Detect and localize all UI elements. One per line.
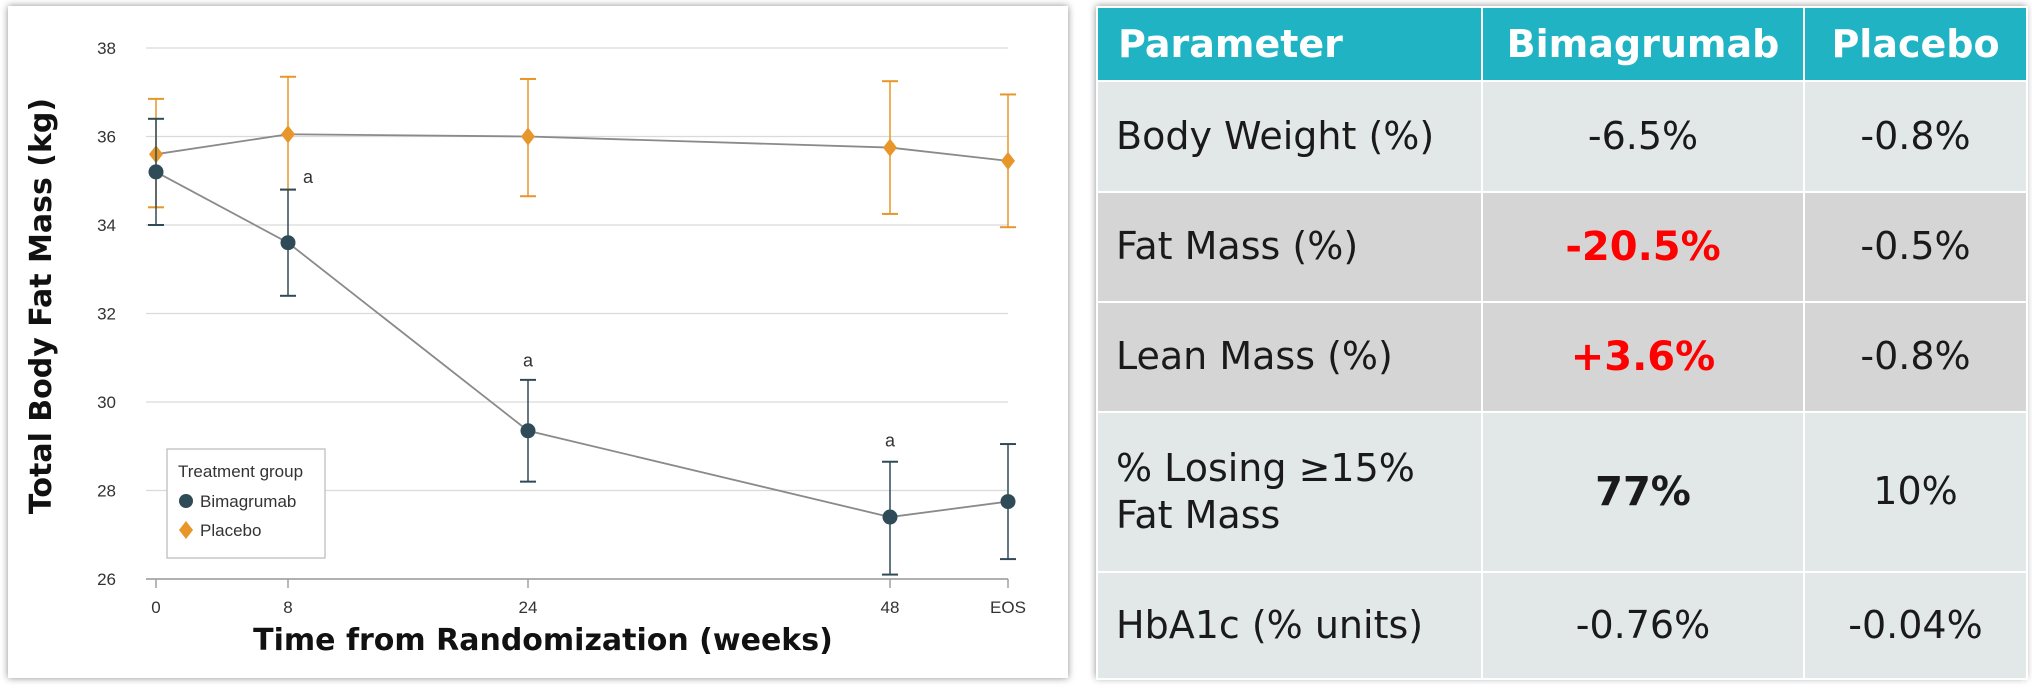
chart-panel: 26 28 30 32 34 36 38 0 8 24 48 EOS a a a Total Body F…: [8, 6, 1068, 678]
data-point-bimagrumab: [882, 509, 898, 525]
significance-annotation: a: [523, 351, 534, 371]
legend-marker-placebo: [179, 521, 193, 539]
cell-placebo: -0.8%: [1803, 80, 2028, 193]
y-tick-label: 36: [97, 128, 116, 147]
data-point-bimagrumab: [280, 235, 296, 251]
cell-parameter: % Losing ≥15% Fat Mass: [1096, 411, 1483, 573]
legend-label-bimagrumab: Bimagrumab: [200, 492, 296, 511]
x-tick-label: 8: [283, 598, 292, 617]
table-row: Lean Mass (%) +3.6% -0.8%: [1096, 301, 2028, 413]
data-point-bimagrumab: [520, 423, 536, 439]
legend-label-placebo: Placebo: [200, 521, 261, 540]
results-table: Parameter Bimagrumab Placebo Body Weight…: [1096, 6, 2028, 680]
cell-bimagrumab-bold: 77%: [1481, 411, 1805, 573]
results-table-panel: Parameter Bimagrumab Placebo Body Weight…: [1096, 6, 2028, 680]
header-placebo: Placebo: [1803, 6, 2028, 82]
x-tick-label: 24: [519, 598, 538, 617]
table-row: % Losing ≥15% Fat Mass 77% 10%: [1096, 411, 2028, 573]
legend: Treatment group Bimagrumab Placebo: [166, 448, 326, 559]
annotations: a a a: [303, 167, 896, 450]
legend-title: Treatment group: [178, 462, 303, 481]
cell-parameter: Fat Mass (%): [1096, 191, 1483, 303]
series-layer: [148, 75, 1016, 576]
table-header-row: Parameter Bimagrumab Placebo: [1096, 6, 2028, 82]
x-axis-label: Time from Randomization (weeks): [253, 623, 833, 658]
table-row: HbA1c (% units) -0.76% -0.04%: [1096, 571, 2028, 680]
header-bimagrumab: Bimagrumab: [1481, 6, 1805, 82]
table-row: Fat Mass (%) -20.5% -0.5%: [1096, 191, 2028, 303]
cell-parameter-line2: Fat Mass: [1116, 493, 1281, 537]
data-point-placebo: [1001, 151, 1015, 170]
axes: 26 28 30 32 34 36 38 0 8 24 48 EOS: [97, 39, 1026, 617]
cell-bimagrumab: -6.5%: [1481, 80, 1805, 193]
data-point-bimagrumab: [148, 164, 164, 180]
y-tick-label: 26: [97, 570, 116, 589]
header-parameter: Parameter: [1096, 6, 1483, 82]
legend-marker-bimagrumab: [179, 494, 193, 508]
cell-bimagrumab-highlight: -20.5%: [1481, 191, 1805, 303]
y-tick-label: 32: [97, 305, 116, 324]
x-tick-label: 0: [151, 598, 160, 617]
y-tick-label: 30: [97, 393, 116, 412]
cell-placebo: -0.8%: [1803, 301, 2028, 413]
cell-parameter-line1: % Losing ≥15%: [1116, 445, 1415, 490]
data-point-placebo: [883, 138, 897, 157]
y-tick-label: 34: [97, 216, 116, 235]
cell-placebo: -0.5%: [1803, 191, 2028, 303]
y-axis-label: Total Body Fat Mass (kg): [24, 98, 59, 514]
cell-parameter: HbA1c (% units): [1096, 571, 1483, 680]
cell-parameter: Body Weight (%): [1096, 80, 1483, 193]
significance-annotation: a: [885, 430, 896, 450]
table-row: Body Weight (%) -6.5% -0.8%: [1096, 80, 2028, 193]
cell-placebo: -0.04%: [1803, 571, 2028, 680]
x-tick-label: 48: [881, 598, 900, 617]
y-tick-label: 38: [97, 39, 116, 58]
fat-mass-line-chart: 26 28 30 32 34 36 38 0 8 24 48 EOS a a a Total Body F…: [24, 39, 1026, 658]
cell-bimagrumab-highlight: +3.6%: [1481, 301, 1805, 413]
y-tick-label: 28: [97, 482, 116, 501]
x-tick-label: EOS: [990, 598, 1026, 617]
legend-box: [166, 448, 326, 559]
cell-parameter: Lean Mass (%): [1096, 301, 1483, 413]
data-point-placebo: [281, 125, 295, 144]
data-point-bimagrumab: [1000, 494, 1016, 510]
cell-bimagrumab: -0.76%: [1481, 571, 1805, 680]
series-line-placebo: [155, 133, 1009, 162]
significance-annotation: a: [303, 167, 314, 187]
cell-placebo: 10%: [1803, 411, 2028, 573]
data-point-placebo: [521, 127, 535, 146]
